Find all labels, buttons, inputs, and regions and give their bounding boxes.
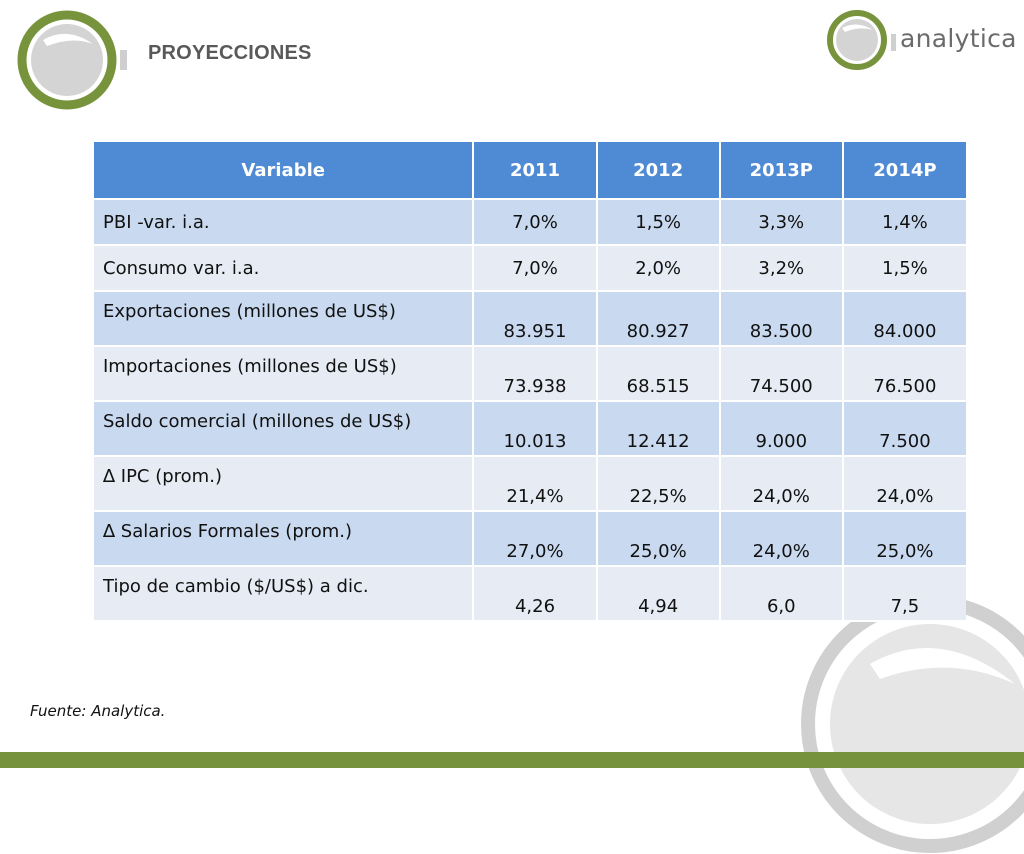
cell-value: 1,4%: [842, 199, 966, 246]
table-row: ∆ IPC (prom.) 21,4% 22,5% 24,0% 24,0%: [94, 456, 966, 512]
cell-value: 76.500: [842, 346, 966, 402]
table-row: Consumo var. i.a. 7,0% 2,0% 3,2% 1,5%: [94, 245, 966, 292]
cell-value: 25,0%: [842, 511, 966, 567]
cell-value: 9.000: [719, 401, 844, 457]
brand-logo-icon: [827, 10, 887, 70]
table-row: Importaciones (millones de US$) 73.938 6…: [94, 346, 966, 402]
brand-marker: [891, 34, 896, 51]
cell-value: 27,0%: [473, 511, 598, 567]
column-header: 2014P: [842, 142, 966, 200]
title-marker: [120, 50, 127, 70]
table-row: Exportaciones (millones de US$) 83.951 8…: [94, 291, 966, 347]
cell-value: 4,26: [473, 566, 598, 622]
row-label: ∆ Salarios Formales (prom.): [94, 511, 475, 567]
cell-value: 24,0%: [842, 456, 966, 512]
table-row: Tipo de cambio ($/US$) a dic. 4,26 4,94 …: [94, 566, 966, 622]
column-header: 2011: [473, 142, 598, 200]
projections-table: Variable 2011 2012 2013P 2014P PBI -var.…: [94, 142, 966, 622]
row-label: Exportaciones (millones de US$): [94, 291, 475, 347]
cell-value: 83.500: [719, 291, 844, 347]
footer-bar: [0, 752, 1024, 768]
cell-value: 7,0%: [473, 199, 598, 246]
cell-value: 68.515: [596, 346, 721, 402]
source-note: Fuente: Analytica.: [30, 702, 166, 720]
cell-value: 21,4%: [473, 456, 598, 512]
cell-value: 1,5%: [842, 245, 966, 292]
row-label: Importaciones (millones de US$): [94, 346, 475, 402]
row-label: Consumo var. i.a.: [94, 245, 475, 292]
decorative-ring-icon: [801, 595, 1024, 853]
cell-value: 3,3%: [719, 199, 844, 246]
table-row: ∆ Salarios Formales (prom.) 27,0% 25,0% …: [94, 511, 966, 567]
cell-value: 2,0%: [596, 245, 721, 292]
cell-value: 7,0%: [473, 245, 598, 292]
cell-value: 6,0: [719, 566, 844, 622]
cell-value: 7,5: [842, 566, 966, 622]
column-header: Variable: [94, 142, 475, 200]
row-label: Saldo comercial (millones de US$): [94, 401, 475, 457]
column-header: 2013P: [719, 142, 844, 200]
cell-value: 80.927: [596, 291, 721, 347]
column-header: 2012: [596, 142, 721, 200]
cell-value: 4,94: [596, 566, 721, 622]
row-label: ∆ IPC (prom.): [94, 456, 475, 512]
row-label: PBI -var. i.a.: [94, 199, 475, 246]
page-title: PROYECCIONES: [148, 42, 312, 64]
cell-value: 22,5%: [596, 456, 721, 512]
table-header-row: Variable 2011 2012 2013P 2014P: [94, 142, 966, 200]
cell-value: 1,5%: [596, 199, 721, 246]
table-row: Saldo comercial (millones de US$) 10.013…: [94, 401, 966, 457]
cell-value: 73.938: [473, 346, 598, 402]
cell-value: 3,2%: [719, 245, 844, 292]
cell-value: 24,0%: [719, 511, 844, 567]
logo-ring-icon: [17, 10, 117, 110]
cell-value: 7.500: [842, 401, 966, 457]
cell-value: 84.000: [842, 291, 966, 347]
cell-value: 25,0%: [596, 511, 721, 567]
cell-value: 83.951: [473, 291, 598, 347]
cell-value: 24,0%: [719, 456, 844, 512]
cell-value: 10.013: [473, 401, 598, 457]
cell-value: 74.500: [719, 346, 844, 402]
cell-value: 12.412: [596, 401, 721, 457]
brand-name: analytica: [900, 24, 1017, 53]
table-row: PBI -var. i.a. 7,0% 1,5% 3,3% 1,4%: [94, 199, 966, 246]
row-label: Tipo de cambio ($/US$) a dic.: [94, 566, 475, 622]
